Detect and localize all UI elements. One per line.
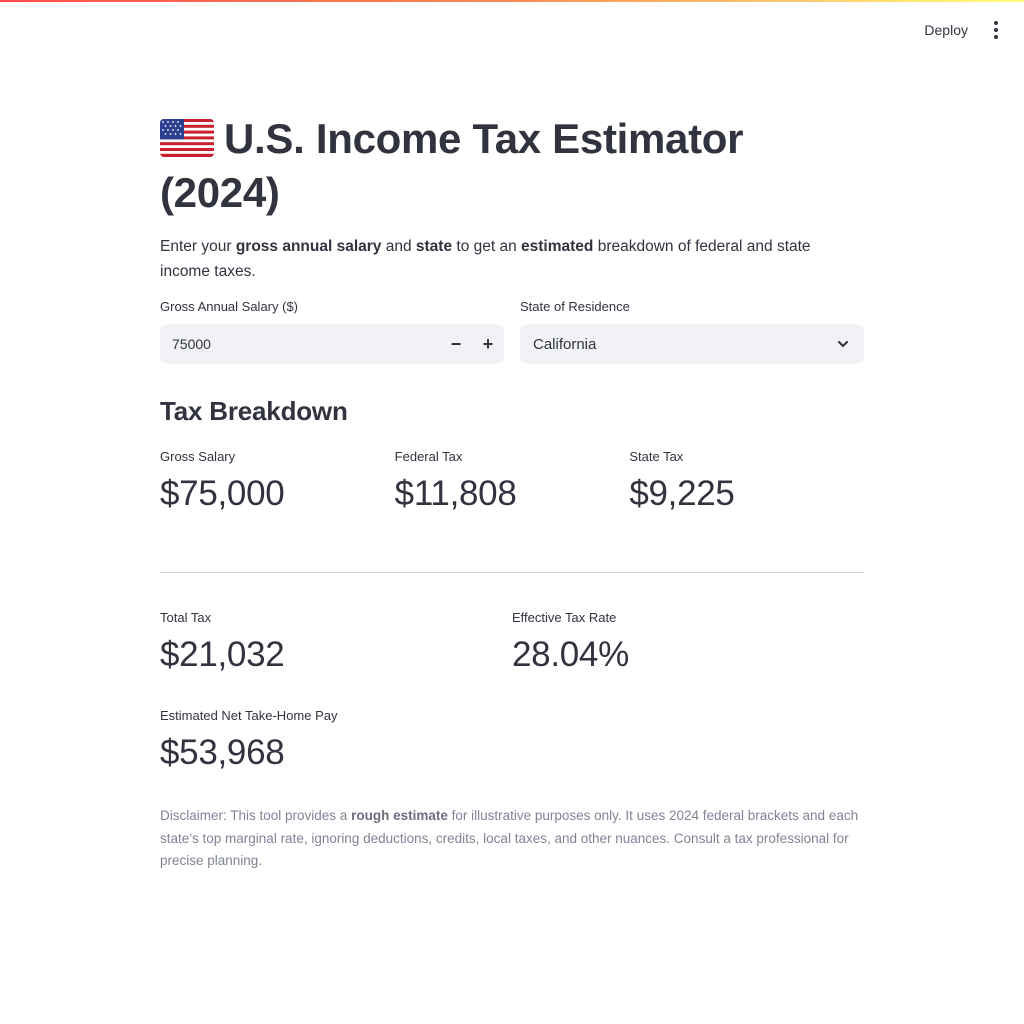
intro-bold: estimated	[521, 238, 594, 255]
menu-dot	[994, 21, 998, 25]
increment-button[interactable]: +	[482, 333, 494, 354]
disclaimer-part: for illustrative purposes only. It uses …	[160, 808, 859, 868]
disclaimer-part: Disclaimer: This tool provides a	[160, 808, 352, 823]
intro-part: Enter your	[160, 238, 236, 255]
metric-value: 28.04%	[512, 635, 629, 674]
salary-input[interactable]	[160, 324, 440, 364]
disclaimer-bold: rough estimate	[351, 808, 448, 823]
metric-label: Total Tax	[160, 610, 212, 625]
metric-label: Effective Tax Rate	[512, 610, 617, 625]
state-field: State of Residence California	[520, 298, 864, 364]
header-actions: Deploy	[922, 18, 1006, 42]
inputs-row: Gross Annual Salary ($) − + State of Res…	[160, 298, 864, 364]
metric-value: $53,968	[160, 733, 285, 772]
state-label: State of Residence	[520, 299, 630, 314]
page-title-line1: U.S. Income Tax Estimator	[224, 115, 744, 162]
intro-part: and	[381, 238, 416, 255]
gross-salary-metric: Gross Salary $75,000	[160, 448, 395, 516]
state-select-value: California	[533, 335, 597, 353]
vertical-ellipsis-icon[interactable]	[986, 18, 1006, 42]
federal-tax-metric: Federal Tax $11,808	[395, 448, 630, 516]
total-tax-metric: Total Tax $21,032	[160, 609, 512, 677]
metrics-row-1: Gross Salary $75,000 Federal Tax $11,808…	[160, 448, 864, 516]
state-tax-metric: State Tax $9,225	[629, 448, 864, 516]
menu-dot	[994, 28, 998, 32]
metric-label: State Tax	[629, 449, 684, 464]
intro-part: to get an	[452, 238, 522, 255]
metrics-row-2: Total Tax $21,032 Effective Tax Rate 28.…	[160, 609, 864, 677]
metric-label: Gross Salary	[160, 449, 236, 464]
menu-dot	[994, 35, 998, 39]
net-take-home-metric: Estimated Net Take-Home Pay $53,968	[160, 707, 864, 775]
metric-label: Estimated Net Take-Home Pay	[160, 708, 338, 723]
page-title: U.S. Income Tax Estimator (2024)	[160, 112, 864, 220]
decrement-button[interactable]: −	[450, 333, 462, 354]
metric-value: $21,032	[160, 635, 285, 674]
divider	[160, 572, 864, 573]
main-content: U.S. Income Tax Estimator (2024) Enter y…	[160, 112, 864, 873]
intro-part: breakdown of federal and state income ta…	[160, 238, 811, 280]
salary-number-box: − +	[160, 324, 504, 364]
disclaimer-text: Disclaimer: This tool provides a rough e…	[160, 805, 864, 873]
deploy-button[interactable]: Deploy	[922, 18, 970, 42]
chevron-down-icon	[838, 341, 848, 347]
metric-value: $9,225	[629, 474, 735, 513]
page-title-line2: (2024)	[160, 169, 280, 216]
tax-breakdown-heading: Tax Breakdown	[160, 396, 348, 426]
intro-bold: state	[415, 238, 453, 255]
salary-field: Gross Annual Salary ($) − +	[160, 298, 504, 364]
effective-rate-metric: Effective Tax Rate 28.04%	[512, 609, 864, 677]
metric-value: $11,808	[394, 474, 517, 513]
intro-bold: gross annual salary	[235, 238, 382, 255]
metric-value: $75,000	[160, 474, 285, 513]
us-flag-icon	[160, 119, 214, 157]
top-decoration-bar	[0, 0, 1024, 2]
metric-label: Federal Tax	[394, 449, 463, 464]
intro-text: Enter your gross annual salary and state…	[160, 234, 864, 284]
state-select[interactable]: California	[520, 324, 864, 364]
salary-label: Gross Annual Salary ($)	[160, 299, 299, 314]
